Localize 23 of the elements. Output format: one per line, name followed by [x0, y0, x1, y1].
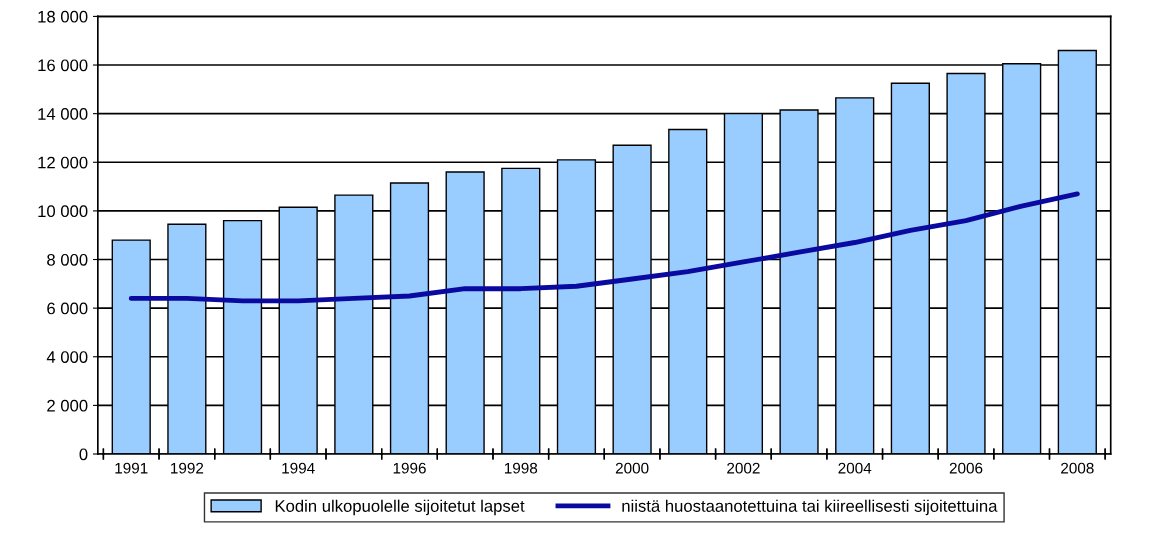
y-tick-label: 10 000 [38, 205, 88, 218]
y-tick-label: 12 000 [38, 156, 88, 169]
x-tick-label: 1998 [504, 462, 538, 474]
x-tick-label: 2008 [1061, 462, 1094, 474]
y-tick-label: 18 000 [38, 10, 88, 23]
x-tick-label: 1994 [282, 462, 315, 474]
x-tick-label: 1996 [393, 462, 426, 474]
x-tick-label: 2004 [838, 462, 872, 474]
legend-label: Kodin ulkopuolelle sijoitetut lapset [275, 499, 525, 516]
legend-label: niistä huostaanotettuina tai kiireellisesti sijoitettuina [622, 499, 998, 516]
y-tick-label: 6 000 [47, 302, 88, 315]
x-tick-label: 1991 [115, 462, 148, 474]
x-tick-label: 2006 [949, 462, 983, 474]
line-series [128, 191, 1080, 304]
x-tick-label: 2002 [727, 462, 760, 474]
x-tick-label: 1992 [171, 462, 204, 474]
y-tick-label: 2 000 [47, 399, 88, 412]
y-tick-label: 4 000 [46, 351, 88, 363]
y-tick-label: 8 000 [47, 253, 88, 266]
y-tick-label: 14 000 [38, 108, 88, 120]
y-tick-label: 16 000 [38, 59, 88, 72]
x-tick-label: 2000 [615, 462, 649, 474]
y-tick-label: 0 [79, 448, 88, 461]
